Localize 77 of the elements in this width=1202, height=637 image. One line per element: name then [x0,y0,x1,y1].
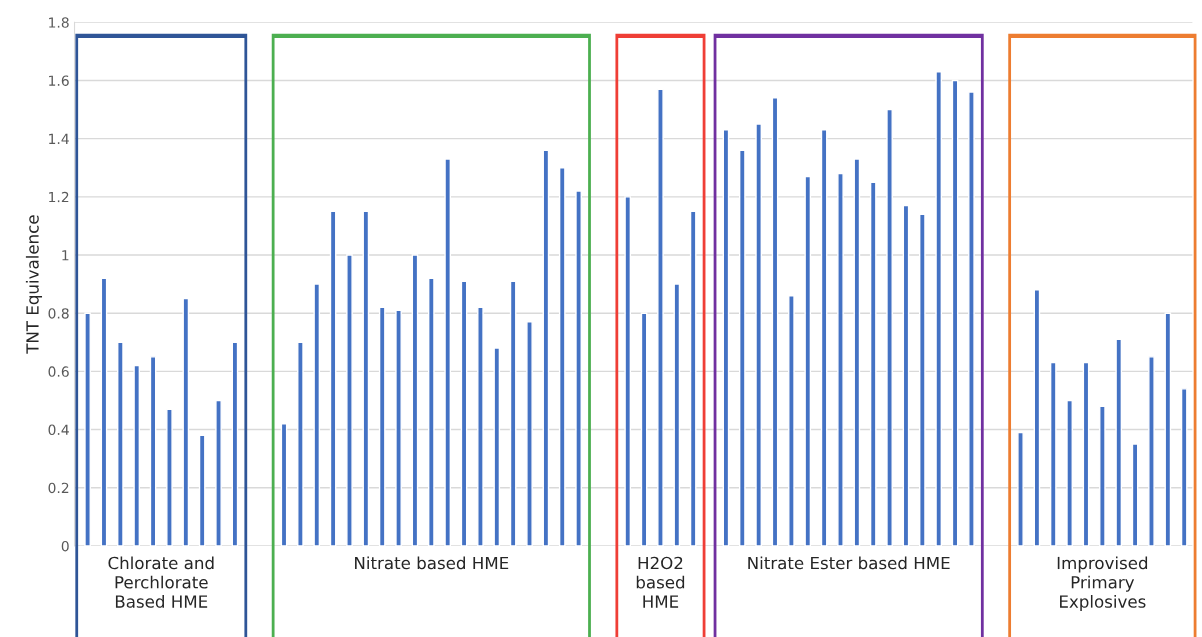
bar [117,341,124,546]
text: Improvised Primary Explosives [1057,556,1148,612]
bar [215,399,222,546]
bar [755,123,762,546]
y-tick-label: 0 [61,540,69,552]
y-tick-label: 0.8 [48,308,69,319]
y-tick-label: 1.6 [49,75,69,86]
bar [640,312,648,546]
bar [853,158,861,546]
bar [182,297,190,546]
bar [1115,338,1123,546]
bar [575,190,582,546]
bar [1049,361,1057,546]
bar [509,280,517,546]
bar [869,181,877,546]
bar [951,79,959,546]
bar [1017,431,1024,546]
bar [395,309,402,546]
bar [1099,405,1106,546]
bar [1180,388,1188,546]
bar [428,277,435,546]
bar [657,88,664,546]
bar [1033,289,1041,546]
y-tick-label: 1.8 [49,17,69,28]
y-tick-label: 0.2 [48,482,69,494]
y-tick-label: 0.6 [48,366,69,377]
bar [542,149,550,546]
y-axis-title: TNT Equivalence [25,215,43,354]
bar [1164,312,1172,546]
bar [378,306,386,546]
bar [771,97,779,546]
bar [689,210,697,546]
bar [133,364,141,546]
bar [526,321,533,546]
bar [902,204,910,546]
bar [624,196,632,546]
bar [297,341,304,546]
bar [1131,443,1139,546]
bar [460,280,468,546]
bar [411,254,419,546]
bar [738,149,746,546]
y-tick-label: 0.4 [48,424,69,436]
bar [1148,356,1155,546]
bar [919,213,926,546]
bar [558,167,566,546]
bar [362,210,370,546]
text: Nitrate Ester based HME [748,556,950,570]
text: H2O2 based HME [636,556,685,608]
bar [100,277,108,546]
bar [493,347,501,546]
bar [935,71,943,546]
bar [231,341,239,546]
bar [313,283,321,546]
bar [1066,399,1073,546]
y-tick-label: 1 [62,250,69,261]
bar [820,129,828,546]
bar [886,108,893,546]
text: Chlorate and Perchlorate Based HME [108,556,214,608]
bar [673,283,681,546]
bar [837,172,844,546]
bar [84,312,91,546]
bar [788,295,795,546]
bar [1082,361,1090,546]
bar [477,306,484,546]
bar [166,408,173,546]
y-tick-label: 1.2 [49,191,69,203]
bar [329,210,337,546]
bar [198,434,206,546]
bar [444,158,452,546]
y-tick-label: 1.4 [49,133,69,144]
bar [149,356,157,546]
bar [804,175,812,546]
bar [346,254,353,546]
bar [968,91,975,546]
bar [722,129,730,546]
text: Nitrate based HME [355,556,509,570]
bar [280,423,288,546]
